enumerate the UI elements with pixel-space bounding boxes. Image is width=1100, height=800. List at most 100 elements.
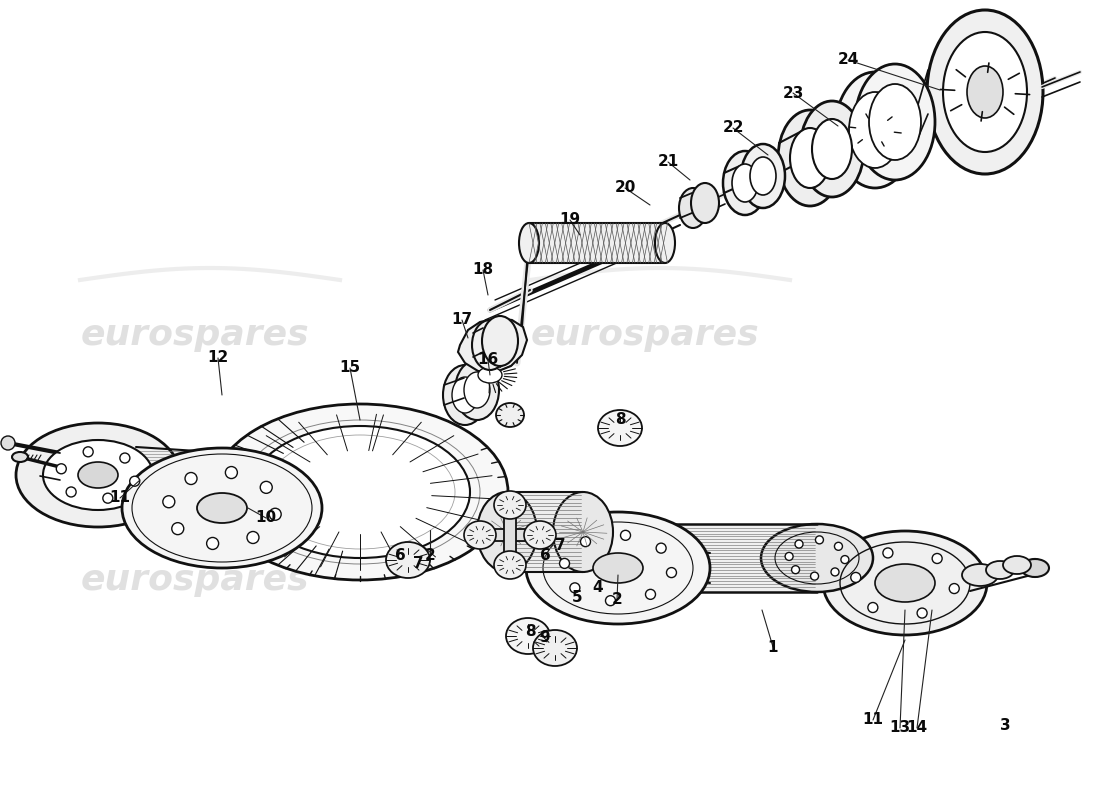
Circle shape [66,487,76,497]
Ellipse shape [778,110,842,206]
Text: 5: 5 [572,590,582,606]
Ellipse shape [212,404,508,580]
Polygon shape [642,524,817,592]
Circle shape [667,567,676,578]
Ellipse shape [691,183,719,223]
Circle shape [172,522,184,534]
Circle shape [883,548,893,558]
Circle shape [792,566,800,574]
Circle shape [226,466,238,478]
Circle shape [56,464,66,474]
Ellipse shape [478,367,502,383]
Circle shape [840,555,849,563]
Text: 14: 14 [906,721,927,735]
Ellipse shape [443,365,487,425]
Circle shape [830,568,839,576]
Ellipse shape [835,72,915,188]
Ellipse shape [741,144,785,208]
Text: 17: 17 [451,313,473,327]
Text: 4: 4 [593,581,603,595]
Circle shape [835,542,843,550]
Text: 2: 2 [612,593,623,607]
Ellipse shape [723,151,767,215]
Ellipse shape [16,423,180,527]
Ellipse shape [472,320,508,370]
Circle shape [270,508,282,520]
Text: 6: 6 [395,547,406,562]
Text: 24: 24 [837,53,859,67]
Ellipse shape [452,377,478,413]
Ellipse shape [849,92,901,168]
Ellipse shape [679,188,707,228]
Ellipse shape [874,564,935,602]
Text: 18: 18 [472,262,494,278]
Text: 6: 6 [540,547,550,562]
Circle shape [163,496,175,508]
Ellipse shape [654,223,675,263]
Ellipse shape [496,403,524,427]
Ellipse shape [823,531,987,635]
Text: 20: 20 [614,181,636,195]
Circle shape [850,573,861,582]
Circle shape [917,608,927,618]
Text: 9: 9 [540,630,550,646]
Ellipse shape [506,618,550,654]
Circle shape [868,602,878,613]
Text: 11: 11 [110,490,131,506]
Circle shape [261,482,272,494]
Ellipse shape [869,84,921,160]
Circle shape [795,540,803,548]
Ellipse shape [1021,559,1049,577]
Text: 11: 11 [862,713,883,727]
Circle shape [785,553,793,561]
Ellipse shape [477,492,537,572]
Circle shape [656,543,667,553]
Text: 13: 13 [890,721,911,735]
Ellipse shape [464,521,496,549]
Text: 1: 1 [768,639,779,654]
Circle shape [560,558,570,569]
Ellipse shape [78,462,118,488]
Ellipse shape [122,448,322,568]
Ellipse shape [761,524,873,592]
Ellipse shape [586,524,698,592]
Ellipse shape [1003,556,1031,574]
Text: 23: 23 [782,86,804,101]
Circle shape [207,538,219,550]
Polygon shape [480,529,540,541]
Text: 22: 22 [723,121,744,135]
Ellipse shape [524,521,556,549]
Text: 3: 3 [1000,718,1010,733]
Ellipse shape [812,119,852,179]
Circle shape [620,530,630,540]
Ellipse shape [967,66,1003,118]
Ellipse shape [800,101,864,197]
Ellipse shape [750,157,776,195]
Text: 8: 8 [615,413,625,427]
Text: 8: 8 [525,625,536,639]
Circle shape [102,493,113,503]
Circle shape [570,583,580,593]
Circle shape [815,536,824,544]
Ellipse shape [986,561,1014,579]
Text: eurospares: eurospares [80,563,309,597]
Ellipse shape [790,128,830,188]
Ellipse shape [553,492,613,572]
Ellipse shape [12,452,28,462]
Text: eurospares: eurospares [530,318,759,352]
Polygon shape [507,492,583,572]
Circle shape [811,572,818,580]
Text: 15: 15 [340,361,361,375]
Ellipse shape [534,630,578,666]
Circle shape [605,596,616,606]
Ellipse shape [464,372,490,408]
Ellipse shape [927,10,1043,174]
Text: 7: 7 [554,538,565,553]
Ellipse shape [855,64,935,180]
Circle shape [932,554,942,563]
Circle shape [949,583,959,594]
Ellipse shape [214,451,242,499]
Circle shape [646,590,656,599]
Ellipse shape [455,360,499,420]
Polygon shape [504,505,516,565]
